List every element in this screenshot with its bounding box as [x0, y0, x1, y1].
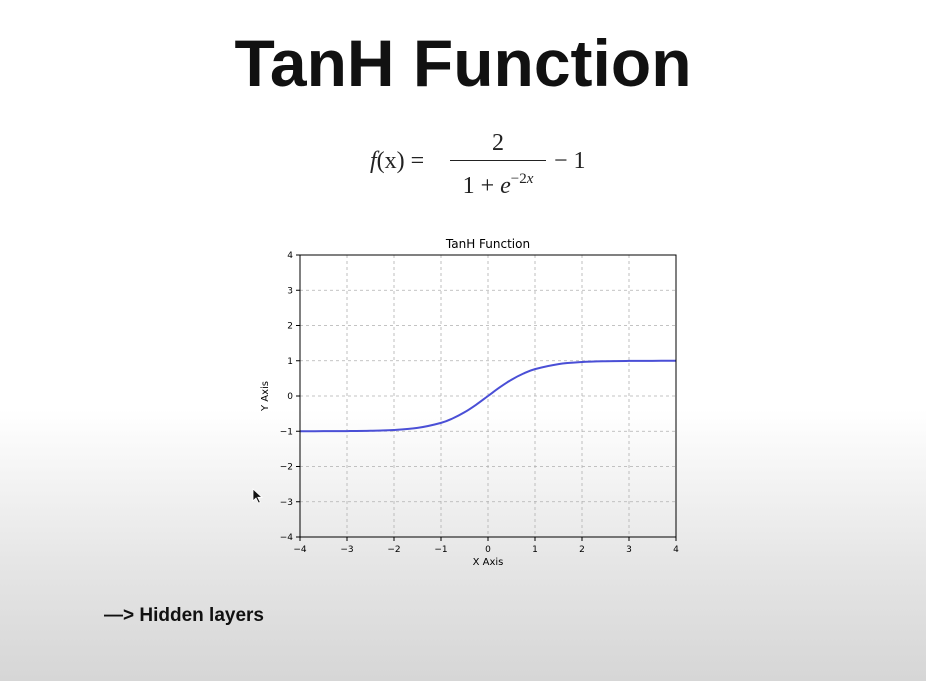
formula-func-arg: (x) — [376, 148, 405, 174]
x-tick-label: −1 — [434, 545, 447, 555]
tanh-chart: TanH Function −4 −3 −2 −1 0 1 2 3 4 −4 −3 −2 −1 0 1 2 3 4… — [260, 237, 679, 568]
y-tick-label: −4 — [280, 533, 294, 543]
x-tick-label: 4 — [673, 545, 679, 555]
tanh-series-line — [299, 359, 677, 433]
formula-exponent-sign: −2 — [510, 171, 527, 187]
formula-exponent-var: x — [526, 171, 534, 187]
y-tick-label: −2 — [280, 463, 293, 473]
x-tick-label: −4 — [293, 545, 307, 555]
y-axis-label: Y Axis — [260, 381, 271, 412]
formula-lhs: f(x) = — [370, 148, 424, 175]
formula-exponent: −2x — [511, 171, 534, 187]
formula-fraction-bar — [450, 160, 546, 161]
x-axis-label: X Axis — [473, 557, 504, 568]
formula-numerator: 2 — [492, 130, 504, 156]
formula-denominator-e: e — [500, 173, 511, 199]
x-tick-label: 3 — [626, 545, 632, 555]
x-tick-label: 2 — [579, 545, 585, 555]
formula-fraction: 2 1 + e−2x — [450, 128, 546, 200]
y-tick-label: −1 — [280, 427, 293, 437]
x-tick-label: −3 — [340, 545, 353, 555]
chart-series — [299, 359, 677, 433]
mouse-cursor-icon — [252, 488, 264, 504]
y-tick-label: −3 — [280, 498, 293, 508]
x-tick-label: 0 — [485, 545, 491, 555]
formula-func-name: f — [370, 148, 377, 174]
formula-denominator: 1 + e−2x — [450, 165, 546, 200]
bullet-hidden-layers: —> Hidden layers — [104, 605, 264, 626]
y-tick-label: 3 — [287, 286, 293, 296]
x-tick-label: −2 — [387, 545, 400, 555]
formula-tail: − 1 — [554, 148, 586, 174]
y-tick-label: 1 — [287, 357, 293, 367]
y-tick-label: 4 — [287, 251, 293, 261]
chart-ticks: −4 −3 −2 −1 0 1 2 3 4 −4 −3 −2 −1 0 1 2 3 4 — [280, 251, 679, 555]
tanh-formula: f(x) = 2 1 + e−2x − 1 — [370, 128, 610, 200]
x-tick-label: 1 — [532, 545, 538, 555]
slide-title: TanH Function — [234, 26, 692, 100]
formula-denominator-base: 1 + — [462, 173, 501, 199]
formula-equals: = — [404, 148, 425, 174]
chart-title: TanH Function — [445, 237, 530, 251]
y-tick-label: 0 — [287, 392, 293, 402]
y-tick-label: 2 — [287, 322, 293, 332]
